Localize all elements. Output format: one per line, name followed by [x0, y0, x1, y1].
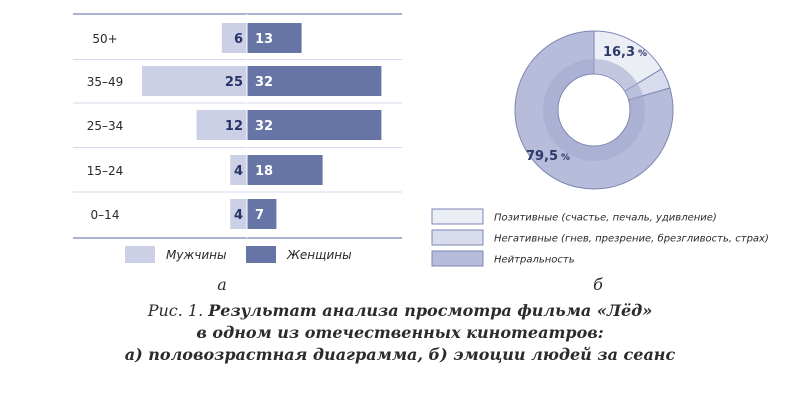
- emotions-donut-chart: 16,3 %79,5 %Позитивные (счастье, печаль, у…: [431, 30, 769, 294]
- value-label-women-35-49: 32: [255, 75, 273, 90]
- age-label-50: 50+: [92, 32, 117, 46]
- value-label-men-25-34: 12: [225, 119, 243, 134]
- caption-line-3: а) половозрастная диаграмма, б) эмоции л…: [124, 345, 676, 364]
- bar-men-25-34: [196, 110, 247, 140]
- legend-swatch-позитивные-счастье-печаль-удивление: [431, 208, 484, 225]
- slice-label-позитивные-счастье-печаль-удивление: 16,3%: [603, 45, 647, 60]
- legend-label-позитивные-счастье-печаль-удивление: Позитивные (счастье, печаль, удивление): [494, 213, 717, 224]
- value-label-men-35-49: 25: [225, 75, 243, 90]
- age-label-25-34: 25–34: [87, 119, 124, 133]
- bar-men-50: [221, 23, 247, 53]
- bar-women-15-24: [247, 155, 323, 185]
- value-label-men-15-24: 4: [234, 164, 243, 179]
- age-label-15-24: 15–24: [87, 164, 124, 178]
- bar-men-15-24: [230, 155, 247, 185]
- caption-line-2: в одном из отечественных кинотеатров:: [196, 323, 604, 342]
- legend-swatch-men: [125, 246, 155, 263]
- bar-men-0-14: [230, 199, 247, 229]
- legend-swatch-women: [246, 246, 276, 263]
- slice-label-нейтральность: 79,5%: [526, 149, 570, 164]
- slice-unit: %: [638, 49, 647, 59]
- legend-label-men: Мужчины: [166, 248, 226, 262]
- bar-women-25-34: [247, 110, 382, 140]
- value-label-women-0-14: 7: [255, 208, 264, 223]
- value-label-women-15-24: 18: [255, 164, 273, 179]
- caption-line-1: Рис. 1. Результат анализа просмотра филь…: [0, 300, 800, 322]
- panel-label-a: а: [217, 275, 227, 294]
- bar-men-35-49: [142, 66, 247, 96]
- figure-caption: Рис. 1. Результат анализа просмотра филь…: [0, 300, 800, 366]
- bar-women-35-49: [247, 66, 382, 96]
- donut-hole: [557, 73, 631, 147]
- caption-title: Результат анализа просмотра фильма «Лёд»: [208, 301, 653, 320]
- age-label-35-49: 35–49: [87, 75, 124, 89]
- legend-swatch-негативные-гнев-презрение-брезгливость-страх: [431, 229, 484, 246]
- bar-women-50: [247, 23, 302, 53]
- slice-value: 79,5: [526, 149, 558, 164]
- legend-swatch-нейтральность: [431, 250, 484, 267]
- age-label-0-14: 0–14: [91, 208, 120, 222]
- panel-label-b: б: [593, 275, 603, 294]
- legend-label-women: Женщины: [286, 248, 352, 262]
- value-label-women-50: 13: [255, 32, 273, 47]
- slice-unit: %: [561, 153, 570, 163]
- legend-label-нейтральность: Нейтральность: [494, 255, 575, 266]
- inner-ring-shade: [543, 59, 645, 161]
- value-label-women-25-34: 32: [255, 119, 273, 134]
- bar-women-0-14: [247, 199, 277, 229]
- legend-label-негативные-гнев-презрение-брезгливость-страх: Негативные (гнев, презрение, брезгливост…: [494, 233, 769, 245]
- slice-value: 16,3: [603, 45, 635, 60]
- caption-figure-number: Рис. 1.: [147, 301, 209, 320]
- value-label-men-0-14: 4: [234, 208, 243, 223]
- value-label-men-50: 6: [234, 32, 243, 47]
